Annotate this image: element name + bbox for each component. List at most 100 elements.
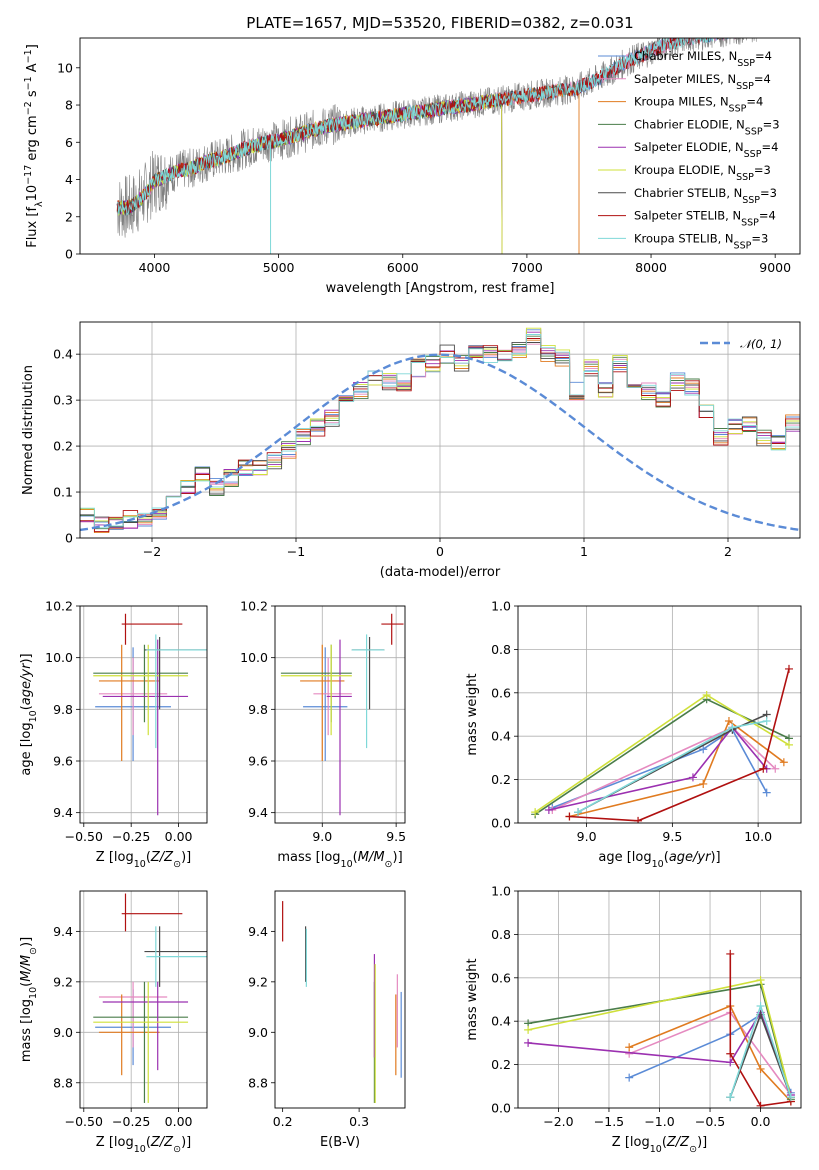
massweight_vs_age-series-line: [569, 668, 790, 822]
spectrum-legend-label-part: Chabrier STELIB, N: [634, 186, 742, 200]
spectrum-ylabel: Flux [fλ10−17 erg cm−2 s−1 A−1]: [23, 44, 45, 248]
massweight_vs_age-ytick-label: 0.4: [491, 729, 511, 744]
massweight_vs_age-point: [771, 764, 780, 773]
massweight_vs_age-xlabel-part: )]: [710, 850, 720, 865]
spectrum-ylabel-part: Flux [f: [25, 207, 40, 248]
mass_vs_Z-xtick-label: 0.00: [165, 1114, 193, 1129]
age_vs_Z-ylabel-part: 10: [28, 710, 39, 722]
spectrum-legend-label-part: Kroupa MILES, N: [634, 95, 729, 109]
massweight_vs_age-xtick-label: 9.0: [577, 829, 597, 844]
massweight_vs_age-series-line: [548, 726, 768, 811]
age_vs_mass-xtick-label: 9.0: [312, 829, 332, 844]
spectrum-legend-label-part: Kroupa STELIB, N: [634, 231, 734, 245]
mass_vs_Z-xtick-label: −0.50: [65, 1114, 103, 1129]
spectrum-ytick-label: 0: [65, 247, 73, 262]
mass_vs_Z-xlabel-part: 10: [134, 1144, 146, 1155]
massweight_vs_Z-plot: [524, 949, 795, 1108]
spectrum-ylabel-part: λ: [34, 201, 45, 207]
massweight_vs_age-point: [724, 717, 733, 726]
age_vs_Z-xlabel-part: 10: [134, 859, 146, 870]
spectrum-legend-label-part: =4: [755, 49, 772, 63]
mass_vs_Z-xlabel-part: ⊙: [173, 1144, 181, 1155]
massweight_vs_age-point: [702, 690, 711, 699]
age_vs_Z-xlabel: Z [log10(Z/Z⊙)]: [96, 850, 191, 870]
spectrum-legend-label-part: SSP: [737, 58, 755, 69]
residuals-histogram: [80, 334, 800, 529]
massweight_vs_age-point: [565, 812, 574, 821]
spectrum-ylabel-part: −2: [23, 101, 34, 115]
massweight_vs_age-point: [759, 764, 768, 773]
massweight_vs_Z-point: [756, 1101, 765, 1108]
spectrum-ytick-label: 6: [65, 135, 73, 150]
massweight_vs_age-point: [531, 808, 540, 817]
spectrum-legend-label: Chabrier ELODIE, NSSP=3: [634, 117, 780, 137]
residuals-histogram: [80, 338, 800, 533]
massweight_vs_Z-xlabel-part: Z/Z: [666, 1135, 690, 1150]
mass_vs_Z-ylabel-part: mass [log: [19, 999, 34, 1062]
mass_vs_ebv-ytick-label: 9.0: [248, 1025, 268, 1040]
massweight_vs_age-ytick-label: 0.6: [491, 685, 511, 700]
massweight_vs_age-point: [688, 773, 697, 782]
massweight_vs_Z-xlabel-part: 10: [650, 1144, 662, 1155]
massweight_vs_age-frame: [517, 605, 802, 824]
residuals-histogram: [80, 341, 800, 528]
spectrum-ylabel-part: erg cm: [25, 115, 40, 164]
massweight_vs_Z-ytick-label: 1.0: [491, 884, 511, 899]
spectrum-legend-label-part: =3: [754, 163, 771, 177]
age_vs_Z-ylabel: age [log10(age/yr)]: [19, 653, 39, 775]
mass_vs_Z-plot: [93, 893, 207, 1103]
mass_vs_Z-xlabel: Z [log10(Z/Z⊙)]: [96, 1135, 191, 1155]
massweight_vs_Z-xtick-label: −2.0: [543, 1114, 573, 1129]
residuals-histogram: [80, 335, 800, 530]
massweight_vs_Z-point: [756, 975, 765, 984]
age_vs_Z-xlabel-part: )]: [181, 850, 191, 865]
massweight_vs_age-point: [634, 816, 643, 823]
mass_vs_Z-ytick-label: 9.0: [53, 1025, 73, 1040]
mass_vs_Z-xtick-label: −0.25: [112, 1114, 150, 1129]
massweight_vs_Z-point: [726, 1058, 735, 1067]
spectrum-legend-label: Salpeter STELIB, NSSP=4: [634, 209, 776, 229]
massweight_vs_age-point: [699, 745, 708, 754]
massweight_vs_Z-point: [756, 1002, 765, 1011]
residuals-plot: [80, 327, 800, 534]
age_vs_mass-ytick-label: 9.6: [248, 754, 268, 769]
massweight_vs_age-xtick-label: 10.0: [744, 829, 772, 844]
massweight_vs_age-point: [784, 664, 793, 673]
massweight_vs_age-xlabel-part: (: [664, 850, 669, 865]
massweight_vs_Z-point: [625, 1043, 634, 1052]
mass_vs_ebv-axes: 0.2 0.3 8.8 9.0 9.2 9.4 E(B-V): [248, 924, 369, 1150]
massweight_vs_age-xlabel: age [log10(age/yr)]: [598, 850, 720, 870]
mass_vs_Z-ylabel-part: )]: [19, 937, 34, 947]
residuals-legend-label: 𝒩(0, 1): [740, 337, 782, 351]
spectrum-legend-label: Kroupa STELIB, NSSP=3: [634, 231, 768, 251]
massweight_vs_Z-point: [524, 1038, 533, 1047]
spectrum-ylabel-part: A: [25, 63, 40, 76]
mass_vs_Z-axes: −0.50 −0.25 0.008.89.09.29.4Z [log10(Z/Z⊙)…: [19, 891, 207, 1155]
residuals-ytick-label: 0.2: [53, 439, 73, 454]
massweight_vs_age-point: [544, 805, 553, 814]
spectrum-legend-label-part: =3: [751, 231, 768, 245]
age_vs_Z-xlabel-part: (: [146, 850, 151, 865]
age_vs_Z-ylabel-part: age [log: [19, 722, 34, 775]
mass_vs_Z-ytick-label: 9.4: [53, 924, 73, 939]
massweight_vs_Z-point: [625, 1073, 634, 1082]
mass_vs_Z-ylabel-part: 10: [28, 987, 39, 999]
spectrum-axes: 4000 5000 6000 7000 8000 9000 0 2 4 6 8 10 wavelengt…: [23, 44, 792, 296]
massweight_vs_age-plot: [531, 664, 793, 823]
residuals-histogram: [80, 329, 800, 531]
residuals-xtick-label: 0: [436, 544, 444, 559]
spectrum-legend-label: Chabrier STELIB, NSSP=3: [634, 186, 777, 206]
spectrum-ylabel-part: ]: [25, 44, 40, 49]
massweight_vs_age-ytick-label: 0.0: [491, 816, 511, 831]
mass_vs_ebv-plot: [282, 901, 402, 1103]
spectrum-legend-label-part: Salpeter STELIB, N: [634, 209, 741, 223]
residuals-xtick-label: 2: [724, 544, 732, 559]
residuals-xtick-label: −2: [143, 544, 161, 559]
massweight_vs_age-point: [779, 758, 788, 767]
residuals-frame: [79, 321, 801, 539]
mass_vs_Z-xlabel-part: (: [146, 1135, 151, 1150]
massweight_vs_Z-xlabel-part: ⊙: [689, 1144, 697, 1155]
figure-title: PLATE=1657, MJD=53520, FIBERID=0382, z=0…: [246, 14, 633, 32]
residuals-ylabel: Normed distribution: [21, 365, 36, 495]
spectrum-ylabel-part: −1: [23, 76, 34, 90]
